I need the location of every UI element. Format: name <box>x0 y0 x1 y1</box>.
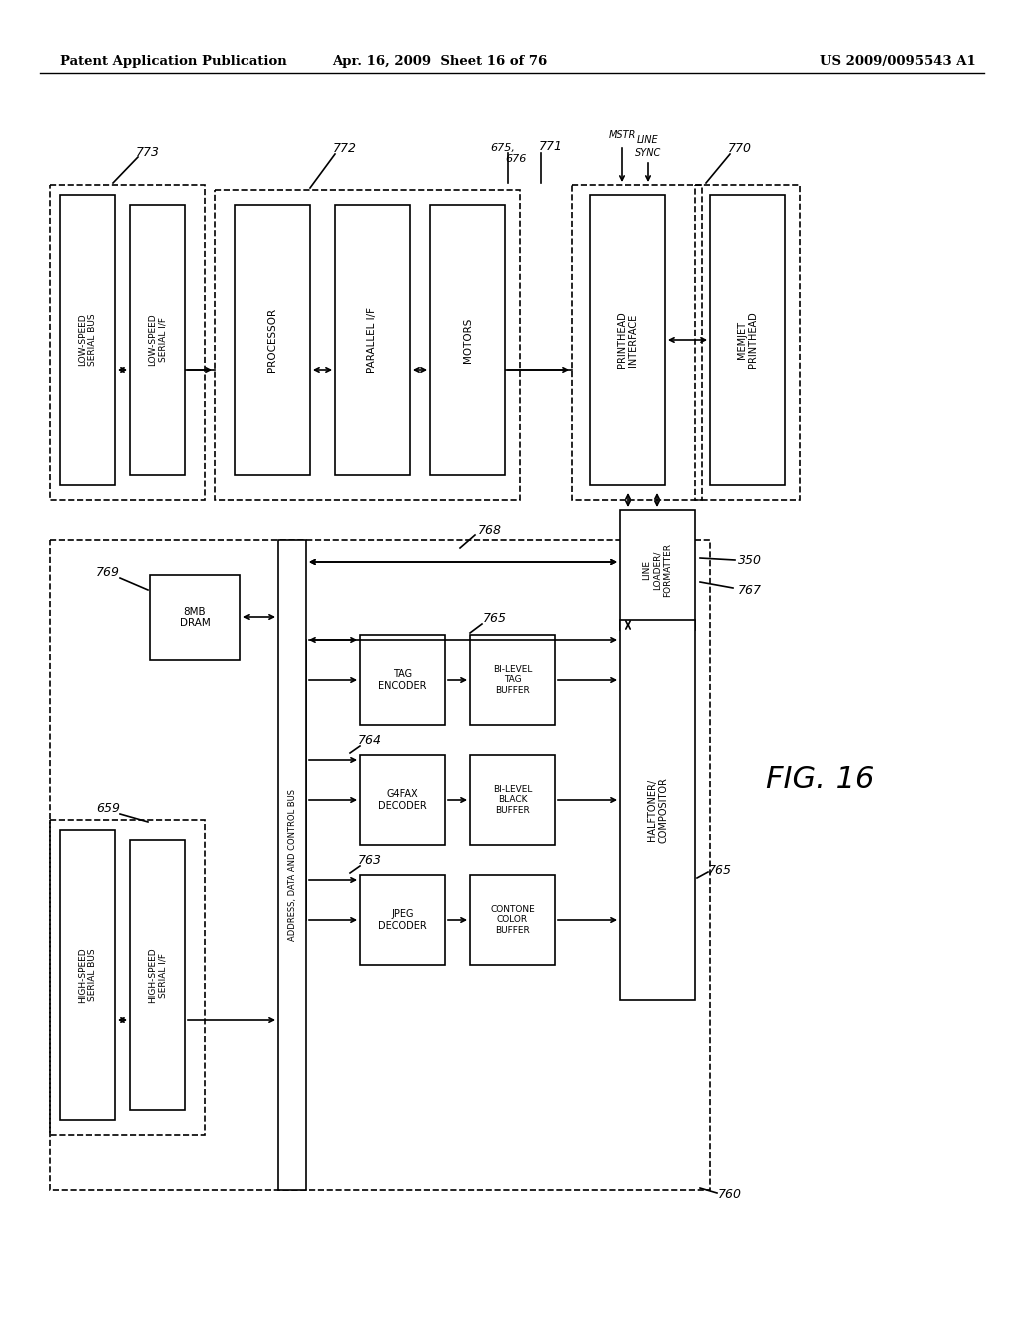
Text: 676: 676 <box>505 154 526 164</box>
Text: BI-LEVEL
TAG
BUFFER: BI-LEVEL TAG BUFFER <box>493 665 532 694</box>
Text: MOTORS: MOTORS <box>463 317 472 363</box>
Text: PROCESSOR: PROCESSOR <box>267 308 278 372</box>
Text: MSTR: MSTR <box>608 129 636 140</box>
Bar <box>60 830 115 1119</box>
Bar <box>470 875 555 965</box>
Bar <box>590 195 665 484</box>
Bar <box>710 195 785 484</box>
Text: MEMJET
PRINTHEAD: MEMJET PRINTHEAD <box>736 312 759 368</box>
Bar <box>470 755 555 845</box>
Bar <box>234 205 310 475</box>
Bar <box>130 840 185 1110</box>
Text: 772: 772 <box>333 141 357 154</box>
Text: 767: 767 <box>738 583 762 597</box>
Text: 765: 765 <box>483 611 507 624</box>
Bar <box>620 620 695 1001</box>
Text: PRINTHEAD
INTERFACE: PRINTHEAD INTERFACE <box>616 312 638 368</box>
Bar <box>130 205 185 475</box>
Text: LOW-SPEED
SERIAL BUS: LOW-SPEED SERIAL BUS <box>78 314 97 367</box>
Bar <box>150 576 240 660</box>
Bar <box>695 185 800 500</box>
Text: 765: 765 <box>708 863 732 876</box>
Bar <box>50 540 710 1191</box>
Text: US 2009/0095543 A1: US 2009/0095543 A1 <box>820 55 976 69</box>
Text: G4FAX
DECODER: G4FAX DECODER <box>378 789 427 810</box>
Text: HIGH-SPEED
SERIAL I/F: HIGH-SPEED SERIAL I/F <box>147 948 167 1003</box>
Text: LINE
LOADER/
FORMATTER: LINE LOADER/ FORMATTER <box>643 543 673 597</box>
Bar <box>278 540 306 1191</box>
Text: CONTONE
COLOR
BUFFER: CONTONE COLOR BUFFER <box>490 906 535 935</box>
Bar <box>335 205 410 475</box>
Bar <box>60 195 115 484</box>
Text: 350: 350 <box>738 553 762 566</box>
Text: 8MB
DRAM: 8MB DRAM <box>179 607 210 628</box>
Bar <box>470 635 555 725</box>
Text: 675,: 675, <box>490 143 515 153</box>
Text: 770: 770 <box>728 141 752 154</box>
Bar <box>215 190 520 500</box>
Text: 763: 763 <box>358 854 382 866</box>
Text: FIG. 16: FIG. 16 <box>766 766 874 795</box>
Text: ADDRESS, DATA AND CONTROL BUS: ADDRESS, DATA AND CONTROL BUS <box>288 789 297 941</box>
Bar <box>360 755 445 845</box>
Text: SYNC: SYNC <box>635 148 662 158</box>
Text: 764: 764 <box>358 734 382 747</box>
Bar <box>360 875 445 965</box>
Text: Patent Application Publication: Patent Application Publication <box>60 55 287 69</box>
Bar <box>50 820 205 1135</box>
Bar <box>430 205 505 475</box>
Text: Apr. 16, 2009  Sheet 16 of 76: Apr. 16, 2009 Sheet 16 of 76 <box>333 55 548 69</box>
Text: TAG
ENCODER: TAG ENCODER <box>378 669 427 690</box>
Text: 771: 771 <box>539 140 563 153</box>
Text: 773: 773 <box>136 145 160 158</box>
Bar <box>620 510 695 630</box>
Text: LOW-SPEED
SERIAL I/F: LOW-SPEED SERIAL I/F <box>147 314 167 367</box>
Bar <box>360 635 445 725</box>
Text: BI-LEVEL
BLACK
BUFFER: BI-LEVEL BLACK BUFFER <box>493 785 532 814</box>
Text: HALFTONER/
COMPOSITOR: HALFTONER/ COMPOSITOR <box>647 777 669 843</box>
Text: 768: 768 <box>478 524 502 536</box>
Bar <box>572 185 702 500</box>
Text: HIGH-SPEED
SERIAL BUS: HIGH-SPEED SERIAL BUS <box>78 948 97 1003</box>
Text: JPEG
DECODER: JPEG DECODER <box>378 909 427 931</box>
Text: 760: 760 <box>718 1188 742 1201</box>
Text: 659: 659 <box>96 801 120 814</box>
Text: 769: 769 <box>96 565 120 578</box>
Text: LINE: LINE <box>637 135 658 145</box>
Bar <box>50 185 205 500</box>
Text: PARALLEL I/F: PARALLEL I/F <box>368 308 378 374</box>
